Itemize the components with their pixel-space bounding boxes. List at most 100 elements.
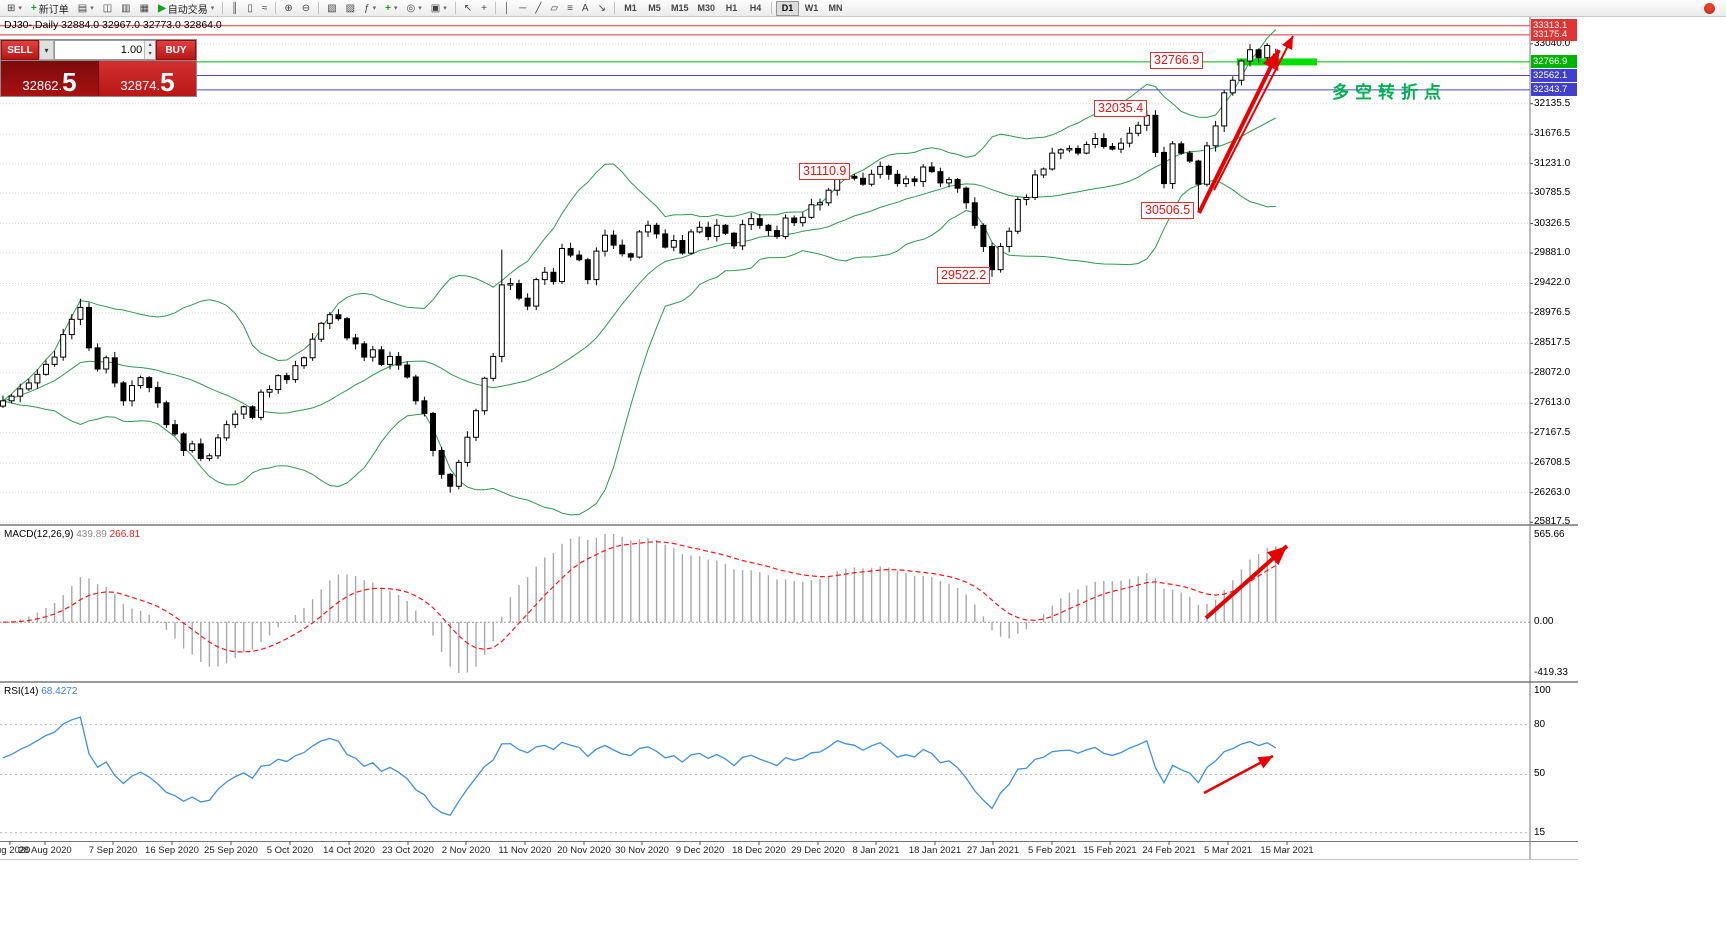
toolbar-separator [494, 2, 496, 14]
new-order-button[interactable]: + 新订单 [27, 1, 73, 16]
date-axis-label: 7 Sep 2020 [88, 845, 138, 856]
date-axis-label: 28 Aug 2020 [18, 845, 72, 856]
macd-histogram [10, 534, 1277, 673]
spin-up-icon[interactable]: ▴ [145, 41, 155, 50]
indicators-button[interactable]: ƒ ▾ [360, 1, 380, 16]
trendline-button[interactable]: ╱ [531, 1, 545, 16]
timeframe-m30-button[interactable]: M30 [693, 1, 719, 16]
caret-down-icon: ▾ [418, 5, 422, 12]
buy-price-big-digit: 5 [160, 66, 175, 97]
timeframe-h4-button[interactable]: H4 [744, 1, 767, 16]
add-indicator-button[interactable]: + ▾ [381, 1, 401, 16]
rsi-axis-tick: 80 [1534, 718, 1546, 730]
price-badge: 32766.9 [1531, 55, 1577, 69]
terminal-button[interactable]: ▦ [136, 1, 153, 16]
toolbar: ⊞ ▾ + 新订单 ▤ ▾ ◫ ▥ ▦ ▶ 自动交易 ▾ ║ ▯ ≈ ⊕ ⊖ ▧ ▨ ƒ ▾ + ▾ ◎ ▾ ▣ ▾ ↖ + │ ─ ╱ ▱ ≡ A… [0, 0, 1726, 17]
tile-windows-button[interactable]: ▧ [323, 1, 340, 16]
bar-chart-button[interactable]: ║ [227, 1, 242, 16]
horizontal-line-button[interactable]: ─ [515, 1, 530, 16]
channel-button[interactable]: ▱ [546, 1, 562, 16]
price-gridlines [0, 43, 1533, 523]
price-callout[interactable]: 31110.9 [799, 163, 851, 180]
volume-input[interactable] [55, 41, 145, 59]
sell-price[interactable]: 32862. 5 [1, 61, 98, 96]
charts-window-button[interactable]: ◫ [99, 1, 116, 16]
date-axis-label: 25 Sep 2020 [204, 845, 258, 856]
trade-panel-top-row: SELL ▾ ▴ ▾ BUY [1, 40, 196, 61]
timeframe-h1-button[interactable]: H1 [720, 1, 743, 16]
line-chart-button[interactable]: ≈ [258, 1, 272, 16]
vertical-line-button[interactable]: │ [500, 1, 514, 16]
price-callout[interactable]: 32766.9 [1150, 52, 1204, 69]
price-axis-tick: 28517.5 [1534, 337, 1571, 349]
data-window-button[interactable]: ▥ [117, 1, 134, 16]
sell-button[interactable]: SELL [1, 40, 39, 60]
charts-window-icon: ◫ [102, 2, 113, 14]
price-callout[interactable]: 30506.5 [1141, 202, 1195, 219]
price-axis-tick: 29422.0 [1534, 277, 1571, 289]
timeframe-m15-button[interactable]: M15 [667, 1, 693, 16]
text-button[interactable]: A [578, 1, 593, 16]
price-callout[interactable]: 29522.2 [937, 267, 991, 284]
cascade-windows-button[interactable]: ▨ [342, 1, 359, 16]
buy-price[interactable]: 32874. 5 [98, 61, 196, 96]
timeframe-mn-button[interactable]: MN [824, 1, 847, 16]
toolbar-separator [454, 2, 456, 14]
trade-options-caret-icon[interactable]: ▾ [39, 40, 54, 60]
candlesticks [0, 43, 1279, 493]
price-badge: 32343.7 [1531, 83, 1577, 97]
profiles-icon: ▤ [77, 2, 88, 14]
price-axis-tick: 31231.0 [1534, 157, 1571, 169]
trade-panel-price-row: 32862. 5 32874. 5 [1, 61, 196, 96]
trend-arrows [1197, 35, 1294, 795]
rsi-name: RSI(14) [4, 686, 39, 697]
macd-axis-zero: 0.00 [1534, 616, 1554, 628]
crosshair-button[interactable]: + [477, 1, 491, 16]
spin-down-icon[interactable]: ▾ [145, 50, 155, 59]
price-axis-tick: 30785.5 [1534, 187, 1571, 199]
status-dot-icon [1704, 2, 1715, 14]
zoom-out-icon: ⊖ [301, 2, 311, 14]
price-axis-tick: 28976.5 [1534, 306, 1571, 318]
one-click-trade-panel: SELL ▾ ▴ ▾ BUY 32862. 5 32874. 5 [0, 39, 197, 97]
templates-button[interactable]: ▣ ▾ [427, 1, 451, 16]
timeframe-m5-button[interactable]: M5 [643, 1, 666, 16]
timeframe-w1-button[interactable]: W1 [800, 1, 823, 16]
zoom-in-button[interactable]: ⊕ [280, 1, 296, 16]
add-indicator-icon: + [385, 2, 392, 14]
price-callout[interactable]: 32035.4 [1094, 100, 1148, 117]
buy-button[interactable]: BUY [156, 40, 196, 60]
date-axis-label: 23 Oct 2020 [382, 845, 434, 856]
chart-note-text[interactable]: 多空转折点 [1332, 83, 1447, 102]
new-order-button-label: 新订单 [38, 4, 69, 16]
cascade-windows-icon: ▨ [345, 2, 356, 14]
toolbar-separator [275, 2, 277, 14]
timeframe-m1-button[interactable]: M1 [619, 1, 642, 16]
autotrading-button[interactable]: ▶ 自动交易 ▾ [154, 1, 218, 16]
bar-chart-icon: ║ [231, 2, 239, 14]
horizontal-level-lines [0, 25, 1530, 91]
price-axis-tick: 27613.0 [1534, 397, 1571, 409]
arrows-button[interactable]: ↘ [594, 1, 610, 16]
profiles-button[interactable]: ▤ ▾ [74, 1, 98, 16]
vertical-line-icon: │ [503, 2, 511, 14]
candlestick-chart-button[interactable]: ▯ [243, 1, 257, 16]
periods-button[interactable]: ◎ ▾ [403, 1, 426, 16]
terminal-icon: ▦ [139, 2, 150, 14]
timeframe-d1-button[interactable]: D1 [776, 0, 799, 16]
line-chart-icon: ≈ [261, 2, 268, 14]
cursor-button[interactable]: ↖ [460, 1, 476, 16]
rsi-line [2, 716, 1277, 816]
zoom-out-button[interactable]: ⊖ [298, 1, 314, 16]
date-axis-label: 24 Feb 2021 [1142, 845, 1196, 856]
fibonacci-button[interactable]: ≡ [563, 1, 577, 16]
new-chart-button[interactable]: ⊞ ▾ [3, 1, 26, 16]
date-axis-label: Aug 2020 [0, 845, 31, 856]
macd-axis-min: -419.33 [1534, 667, 1568, 678]
toolbar-separator [222, 2, 224, 14]
indicators-icon: ƒ [364, 2, 370, 14]
price-badge: 32562.1 [1531, 68, 1577, 82]
date-axis-label: 20 Nov 2020 [557, 845, 611, 856]
tile-windows-icon: ▧ [327, 2, 337, 14]
chart-plot-area[interactable] [0, 0, 1578, 860]
